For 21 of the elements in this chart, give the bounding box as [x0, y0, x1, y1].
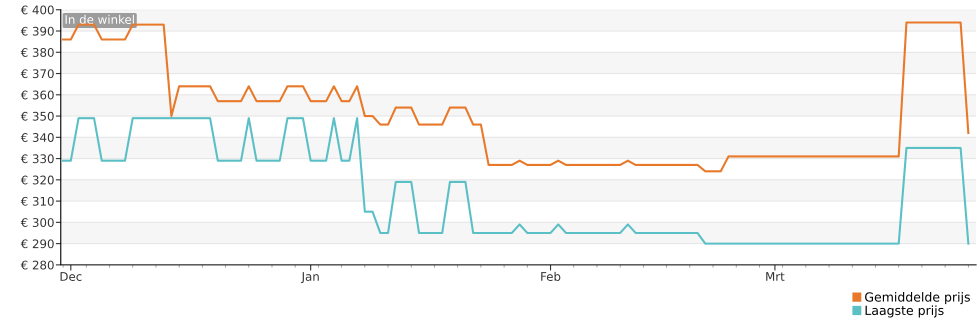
- y-tick-label: € 330: [20, 154, 54, 164]
- y-tick-label: € 370: [20, 69, 54, 78]
- x-tick-label: Mrt: [766, 272, 784, 281]
- legend-label: Laagste prijs: [866, 305, 944, 318]
- x-tick-label: Dec: [60, 272, 82, 281]
- y-tick-label: € 320: [20, 176, 54, 184]
- y-tick-label: € 310: [20, 196, 54, 206]
- x-tick-label: Feb: [541, 272, 560, 281]
- y-tick-label: € 390: [20, 26, 54, 36]
- y-tick-label: € 360: [20, 90, 54, 100]
- legend-label: Gemiddelde prijs: [865, 292, 970, 304]
- line-series: [62, 117, 970, 245]
- y-tick-label: € 350: [20, 112, 54, 121]
- y-tick-label: € 340: [20, 133, 54, 142]
- y-tick-label: € 290: [20, 239, 54, 248]
- y-tick-label: € 300: [20, 218, 54, 228]
- x-tick-label: Jan: [300, 272, 319, 284]
- annotation: In de winkel: [66, 14, 134, 24]
- y-tick-label: € 380: [20, 48, 54, 57]
- y-tick-label: € 280: [20, 260, 54, 270]
- y-tick-label: € 400: [20, 5, 54, 14]
